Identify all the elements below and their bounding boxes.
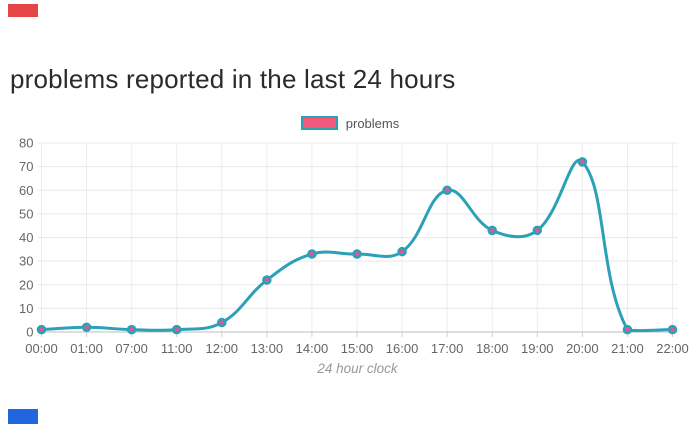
data-point[interactable] — [352, 249, 362, 259]
legend-swatch — [300, 116, 338, 130]
y-tick-label: 10 — [19, 301, 33, 316]
data-point[interactable] — [307, 249, 317, 259]
x-tick-label: 11:00 — [161, 341, 193, 356]
data-point[interactable] — [171, 324, 182, 335]
chart-title: problems reported in the last 24 hours — [10, 64, 456, 94]
data-point[interactable] — [577, 157, 588, 167]
x-tick-label: 22:00 — [656, 341, 689, 356]
x-tick-label: 13:00 — [251, 341, 284, 356]
legend-label: problems — [345, 115, 400, 131]
chart-legend[interactable]: problems — [10, 114, 690, 132]
x-tick-label: 15:00 — [341, 341, 374, 356]
data-point[interactable] — [442, 185, 452, 195]
x-tick-label: 20:00 — [566, 341, 599, 356]
data-point[interactable] — [36, 324, 47, 335]
x-tick-label: 07:00 — [115, 341, 148, 356]
data-point[interactable] — [532, 225, 543, 236]
x-tick-label: 12:00 — [206, 341, 239, 356]
x-tick-label: 17:00 — [431, 341, 464, 356]
data-point[interactable] — [667, 324, 678, 335]
line-chart: 00:00 01:00 07:00 11:00 12:00 13:00 14:00 15:00… — [19, 136, 689, 357]
y-tick-label: 50 — [19, 206, 33, 221]
x-tick-label: 16:00 — [386, 341, 419, 356]
data-point[interactable] — [217, 317, 227, 328]
y-tick-label: 40 — [19, 230, 33, 245]
y-tick-label: 30 — [19, 254, 33, 269]
data-point[interactable] — [397, 246, 407, 257]
y-tick-label: 20 — [19, 277, 33, 292]
x-tick-label: 01:00 — [70, 341, 103, 356]
data-point[interactable] — [487, 225, 497, 236]
x-tick-label: 19:00 — [521, 341, 554, 356]
y-tick-label: 70 — [19, 159, 33, 174]
x-tick-label: 18:00 — [476, 341, 509, 356]
x-axis-title: 24 hour clock — [317, 361, 398, 376]
data-point[interactable] — [622, 324, 633, 335]
data-point[interactable] — [81, 322, 92, 333]
blue-corner-marker — [8, 409, 38, 424]
y-tick-label: 60 — [19, 183, 33, 198]
x-tick-label: 14:00 — [296, 341, 329, 356]
x-tick-label: 21:00 — [611, 341, 644, 356]
red-corner-marker — [8, 4, 38, 17]
data-point[interactable] — [262, 275, 272, 285]
data-point[interactable] — [126, 324, 137, 335]
y-tick-label: 80 — [19, 136, 33, 151]
y-tick-label: 0 — [26, 325, 33, 340]
x-tick-label: 00:00 — [25, 341, 58, 356]
